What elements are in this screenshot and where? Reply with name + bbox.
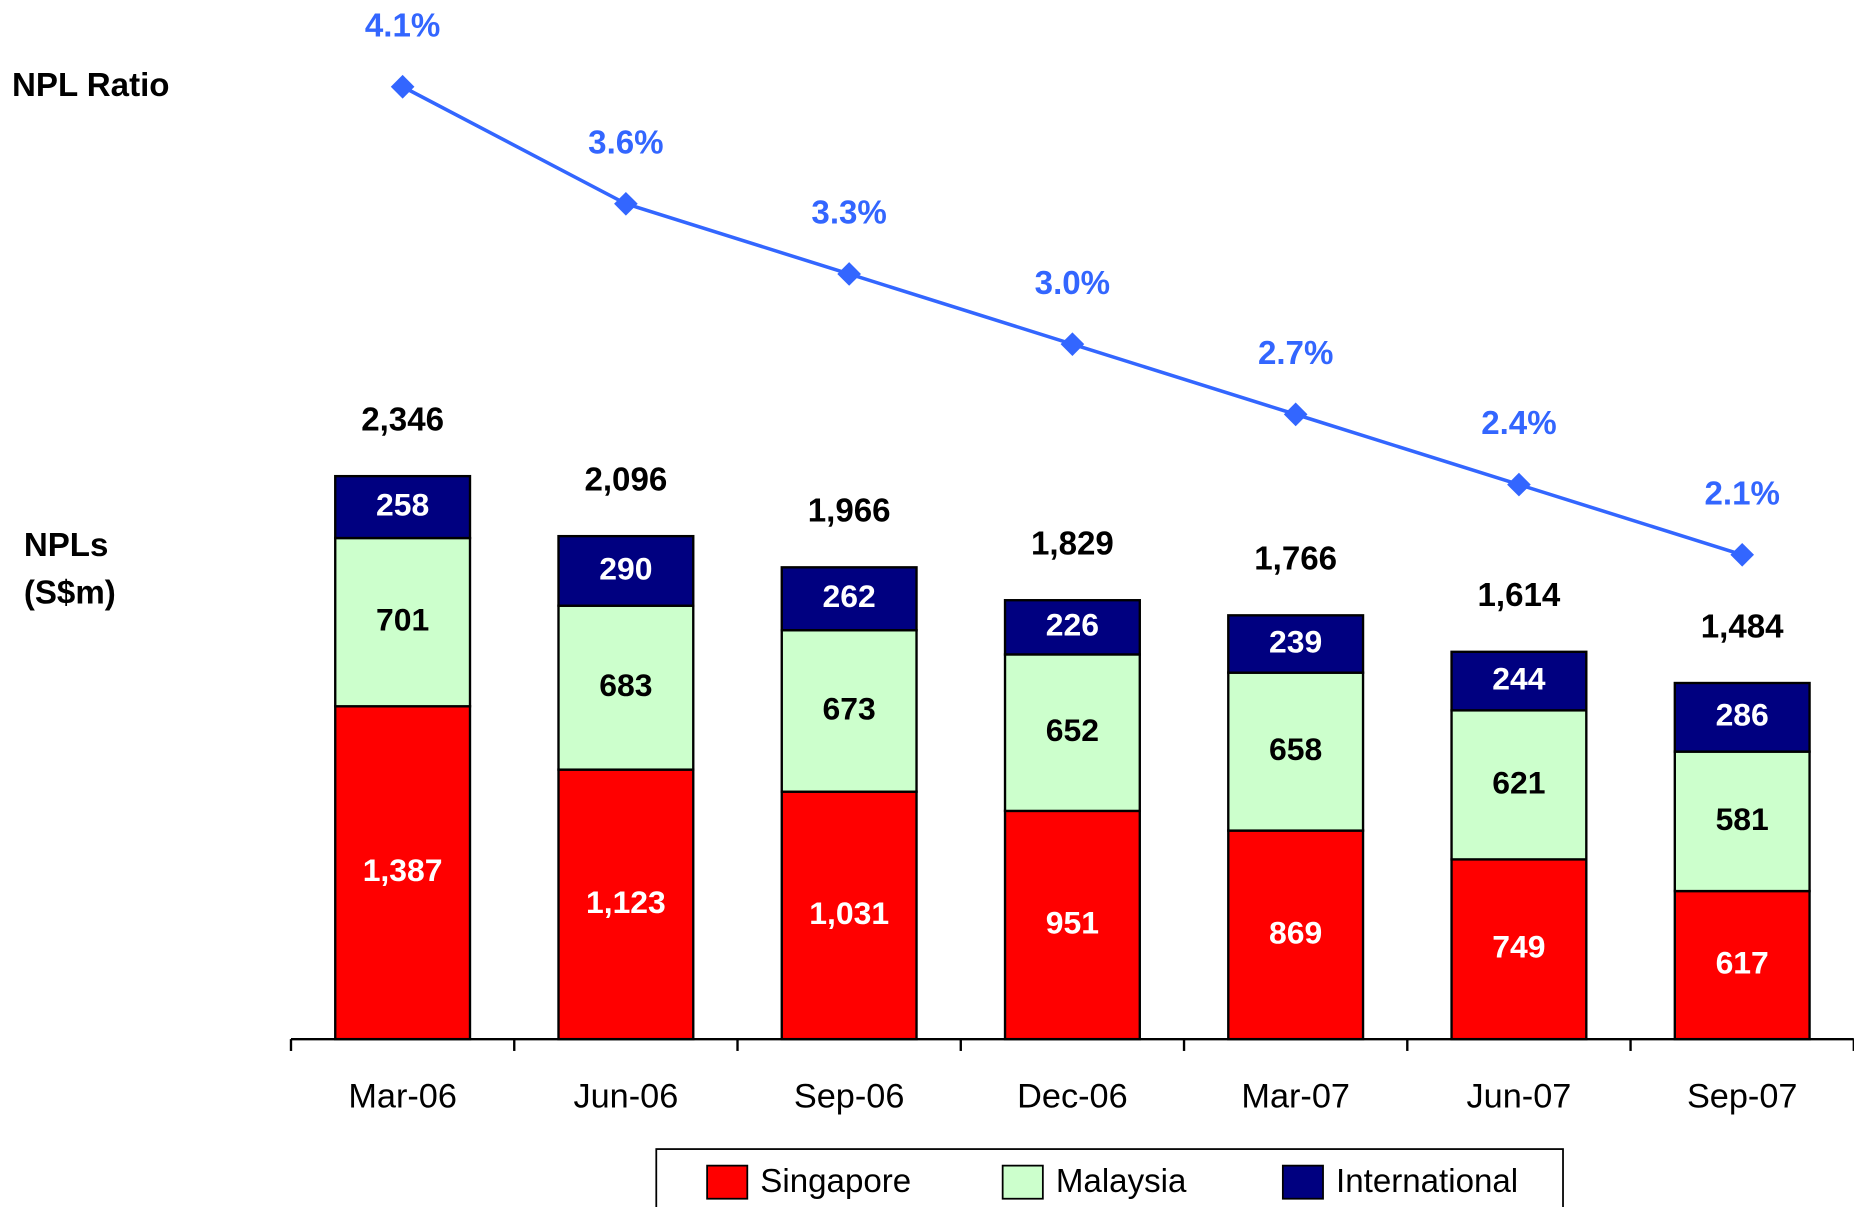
data-label: 617 bbox=[1716, 945, 1769, 981]
bar-segment bbox=[1003, 809, 1141, 1041]
legend-box bbox=[655, 1148, 1564, 1212]
data-label: 3.0% bbox=[1035, 265, 1110, 302]
bar-segment bbox=[780, 566, 918, 632]
bar-segment bbox=[557, 534, 695, 607]
legend-swatch bbox=[706, 1164, 749, 1200]
x-tick-label: Sep-07 bbox=[1687, 1077, 1797, 1115]
marker bbox=[1730, 542, 1755, 567]
marker bbox=[1283, 402, 1308, 427]
data-label: 290 bbox=[599, 550, 652, 586]
bar-segment bbox=[334, 474, 472, 540]
data-label: 951 bbox=[1046, 904, 1099, 940]
y-axis-label: NPLs bbox=[24, 527, 109, 564]
marker bbox=[1507, 472, 1531, 497]
bar-segment bbox=[1003, 599, 1141, 656]
legend-label: Singapore bbox=[760, 1163, 911, 1200]
data-label: 239 bbox=[1269, 623, 1322, 659]
bar-segment bbox=[1450, 858, 1588, 1041]
marker bbox=[837, 262, 861, 286]
bar-segment bbox=[1227, 829, 1365, 1041]
total-label: 1,966 bbox=[808, 493, 891, 530]
data-label: 262 bbox=[823, 578, 876, 614]
y-axis-label: (S$m) bbox=[24, 574, 116, 611]
total-label: 1,484 bbox=[1701, 608, 1784, 645]
bar-segment bbox=[1450, 650, 1588, 712]
bar-segment bbox=[557, 768, 695, 1041]
bar-segment bbox=[334, 705, 472, 1041]
legend-label: Malaysia bbox=[1056, 1163, 1187, 1200]
total-label: 2,346 bbox=[361, 402, 444, 439]
x-tick-label: Dec-06 bbox=[1017, 1077, 1127, 1115]
legend-swatch bbox=[1001, 1164, 1044, 1200]
x-tick-label: Mar-06 bbox=[348, 1077, 457, 1115]
data-label: 1,387 bbox=[363, 852, 443, 888]
data-label: 2.7% bbox=[1258, 335, 1333, 372]
data-label: 244 bbox=[1492, 661, 1545, 697]
data-label: 286 bbox=[1716, 697, 1769, 733]
bar-segment bbox=[780, 629, 918, 793]
legend-swatch bbox=[1281, 1164, 1324, 1200]
data-label: 673 bbox=[823, 690, 876, 726]
data-label: 1,031 bbox=[809, 895, 889, 931]
bar-segment bbox=[334, 536, 472, 708]
bar-segment bbox=[1450, 709, 1588, 861]
data-label: 581 bbox=[1716, 801, 1769, 837]
marker bbox=[1060, 332, 1085, 356]
data-label: 869 bbox=[1269, 914, 1322, 950]
data-label: 2.4% bbox=[1481, 405, 1556, 442]
x-tick-label: Jun-07 bbox=[1467, 1077, 1572, 1115]
data-label: 621 bbox=[1492, 764, 1545, 800]
data-label: 1,123 bbox=[586, 884, 666, 920]
x-tick-label: Mar-07 bbox=[1241, 1077, 1350, 1115]
data-label: 2.1% bbox=[1704, 475, 1779, 512]
x-tick-label: Jun-06 bbox=[573, 1077, 678, 1115]
marker bbox=[614, 191, 638, 216]
data-label: 658 bbox=[1269, 731, 1322, 767]
data-label: 3.3% bbox=[811, 195, 886, 232]
total-label: 1,766 bbox=[1254, 541, 1337, 578]
line-label: NPL Ratio bbox=[12, 67, 170, 104]
data-label: 4.1% bbox=[365, 7, 440, 44]
total-label: 1,614 bbox=[1478, 577, 1561, 614]
bar-segment bbox=[1227, 614, 1365, 674]
bar-segment bbox=[1673, 750, 1811, 893]
data-label: 226 bbox=[1046, 607, 1099, 643]
bar-segment bbox=[1673, 889, 1811, 1041]
x-tick-label: Sep-06 bbox=[794, 1077, 904, 1115]
total-label: 1,829 bbox=[1031, 526, 1114, 563]
data-label: 749 bbox=[1492, 929, 1545, 965]
data-label: 701 bbox=[376, 602, 429, 638]
data-label: 652 bbox=[1046, 712, 1099, 748]
legend-label: International bbox=[1336, 1163, 1518, 1200]
data-label: 258 bbox=[376, 487, 429, 523]
bar-segment bbox=[557, 604, 695, 771]
bar-segment bbox=[1673, 681, 1811, 753]
bar-segment bbox=[1227, 671, 1365, 832]
data-label: 683 bbox=[599, 667, 652, 703]
total-label: 2,096 bbox=[584, 462, 667, 499]
marker bbox=[390, 74, 415, 99]
data-label: 3.6% bbox=[588, 124, 663, 161]
